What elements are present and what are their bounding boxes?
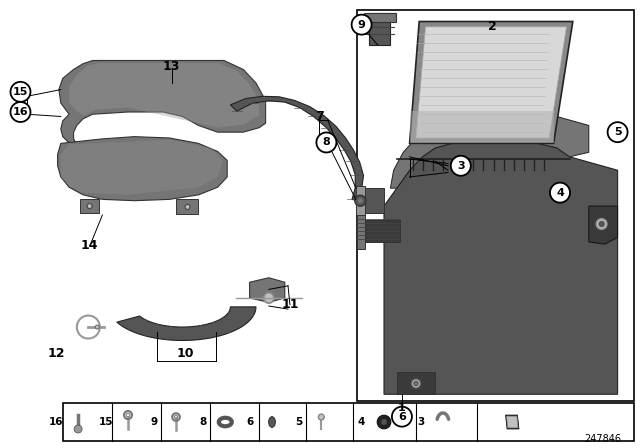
Polygon shape <box>357 214 365 249</box>
Text: 5: 5 <box>295 417 303 427</box>
Polygon shape <box>250 278 285 302</box>
Polygon shape <box>176 199 198 214</box>
Circle shape <box>351 15 372 34</box>
Text: 15: 15 <box>13 87 28 97</box>
Text: 4: 4 <box>556 188 564 198</box>
Text: 3: 3 <box>457 161 465 171</box>
Circle shape <box>451 156 471 176</box>
Circle shape <box>10 82 31 102</box>
Text: 3: 3 <box>417 417 424 427</box>
Text: 15: 15 <box>99 417 113 427</box>
Text: 16: 16 <box>13 107 28 117</box>
Text: 5: 5 <box>614 127 621 137</box>
Polygon shape <box>362 220 400 242</box>
Polygon shape <box>589 206 618 244</box>
Polygon shape <box>390 114 589 188</box>
Polygon shape <box>506 415 519 429</box>
Circle shape <box>550 183 570 202</box>
Circle shape <box>264 293 274 303</box>
Text: 9: 9 <box>358 20 365 30</box>
Circle shape <box>357 198 364 204</box>
Polygon shape <box>58 137 227 201</box>
Circle shape <box>607 122 628 142</box>
Text: 1: 1 <box>398 403 406 413</box>
Circle shape <box>74 425 82 433</box>
Text: 14: 14 <box>81 239 99 252</box>
Text: 9: 9 <box>150 417 157 427</box>
Text: 6: 6 <box>398 412 406 422</box>
Bar <box>63 403 634 441</box>
Polygon shape <box>360 188 384 213</box>
Text: 8: 8 <box>323 138 330 147</box>
Text: 2: 2 <box>488 20 497 34</box>
Circle shape <box>381 419 387 425</box>
Circle shape <box>596 219 607 229</box>
Polygon shape <box>416 27 566 138</box>
Text: 13: 13 <box>163 60 180 73</box>
Circle shape <box>87 203 92 209</box>
Circle shape <box>599 221 604 227</box>
Polygon shape <box>410 22 573 143</box>
Polygon shape <box>59 60 266 150</box>
Polygon shape <box>230 96 364 201</box>
Text: 6: 6 <box>246 417 253 427</box>
Circle shape <box>95 325 99 329</box>
Circle shape <box>355 195 366 206</box>
Text: 7: 7 <box>316 110 324 123</box>
Circle shape <box>412 379 420 388</box>
Circle shape <box>316 133 337 152</box>
Polygon shape <box>397 372 435 394</box>
Text: 247846: 247846 <box>584 434 621 444</box>
Polygon shape <box>356 186 365 215</box>
Text: 16: 16 <box>49 417 63 427</box>
Text: 10: 10 <box>177 347 195 361</box>
Polygon shape <box>410 111 554 143</box>
Circle shape <box>10 102 31 122</box>
Polygon shape <box>384 139 618 394</box>
Polygon shape <box>507 416 518 428</box>
Polygon shape <box>364 13 396 22</box>
Text: 4: 4 <box>358 417 365 427</box>
Circle shape <box>414 381 418 386</box>
Polygon shape <box>61 140 223 195</box>
Polygon shape <box>117 307 256 340</box>
Text: 11: 11 <box>281 298 299 311</box>
Circle shape <box>318 414 324 420</box>
Circle shape <box>185 204 190 210</box>
Bar <box>357 10 634 401</box>
Circle shape <box>377 415 391 429</box>
Text: 8: 8 <box>199 417 207 427</box>
Text: 12: 12 <box>47 347 65 361</box>
Ellipse shape <box>269 417 275 427</box>
Polygon shape <box>69 63 259 128</box>
Polygon shape <box>369 13 390 45</box>
Polygon shape <box>80 199 99 213</box>
Circle shape <box>392 407 412 426</box>
